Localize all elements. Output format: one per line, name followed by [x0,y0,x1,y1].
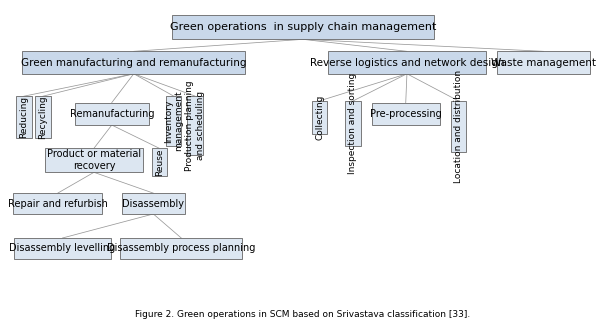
FancyBboxPatch shape [15,238,110,259]
Text: Reducing: Reducing [19,96,28,138]
Text: Recycling: Recycling [38,95,47,139]
FancyBboxPatch shape [172,15,434,39]
Text: Reuse: Reuse [155,148,164,176]
FancyBboxPatch shape [16,96,32,138]
FancyBboxPatch shape [371,103,440,125]
FancyBboxPatch shape [451,101,467,152]
FancyBboxPatch shape [122,193,184,214]
Text: Production planning
and scheduling: Production planning and scheduling [185,80,205,171]
FancyBboxPatch shape [345,101,361,146]
Text: Green operations  in supply chain management: Green operations in supply chain managem… [170,22,436,32]
FancyBboxPatch shape [312,101,327,134]
Text: Disassembly process planning: Disassembly process planning [107,243,256,253]
Text: Product or material
recovery: Product or material recovery [47,149,141,171]
Text: Inventory
management: Inventory management [164,91,183,151]
Text: Inspection and sorting: Inspection and sorting [348,73,358,174]
Text: Waste management: Waste management [491,58,596,68]
FancyBboxPatch shape [22,51,245,74]
Text: Remanufacturing: Remanufacturing [70,109,154,119]
FancyBboxPatch shape [121,238,242,259]
FancyBboxPatch shape [13,193,102,214]
FancyBboxPatch shape [45,148,143,172]
FancyBboxPatch shape [328,51,485,74]
Text: Disassembly levelling: Disassembly levelling [9,243,116,253]
Text: Figure 2. Green operations in SCM based on Srivastava classification [33].: Figure 2. Green operations in SCM based … [135,310,471,318]
Text: Collecting: Collecting [315,95,324,140]
FancyBboxPatch shape [75,103,149,125]
FancyBboxPatch shape [166,96,181,146]
Text: Reverse logistics and network design: Reverse logistics and network design [310,58,504,68]
Text: Green manufacturing and remanufacturing: Green manufacturing and remanufacturing [21,58,247,68]
FancyBboxPatch shape [498,51,590,74]
FancyBboxPatch shape [187,96,202,155]
FancyBboxPatch shape [35,96,51,138]
FancyBboxPatch shape [152,148,167,176]
Text: Location and distribution: Location and distribution [454,70,463,183]
Text: Repair and refurbish: Repair and refurbish [8,198,108,209]
Text: Pre-processing: Pre-processing [370,109,442,119]
Text: Disassembly: Disassembly [122,198,184,209]
